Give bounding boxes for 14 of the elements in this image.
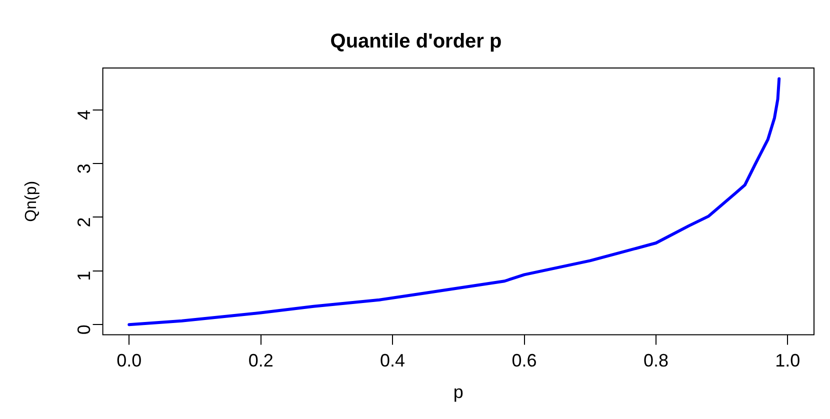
x-tick-label: 1.0 [775,350,800,371]
chart-title: Quantile d'order p [330,30,502,53]
y-tick-label: 1 [74,270,94,281]
x-tick-label: 0.4 [380,350,406,371]
y-tick-label: 4 [74,110,94,120]
y-axis-title: Qn(p) [23,180,40,222]
x-axis-title: p [453,382,464,402]
x-tick-label: 0.2 [248,350,274,371]
x-tick-label: 0.6 [512,350,537,371]
x-tick-label: 0.0 [116,350,142,371]
y-tick-label: 0 [74,324,94,335]
y-tick-label: 3 [74,164,94,174]
y-tick-label: 2 [74,217,94,228]
x-tick-label: 0.8 [643,350,668,371]
